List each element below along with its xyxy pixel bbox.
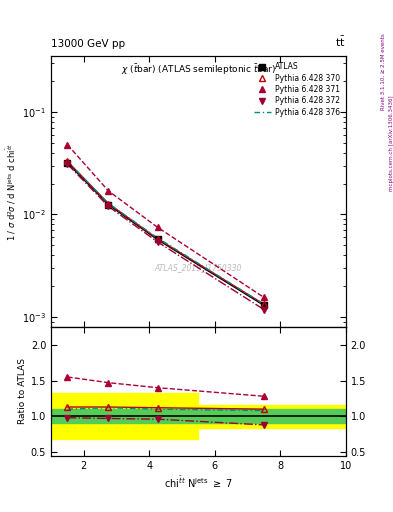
Pythia 6.428 372 — [262, 307, 266, 313]
Text: 13000 GeV pp: 13000 GeV pp — [51, 38, 125, 49]
Legend: ATLAS, Pythia 6.428 370, Pythia 6.428 371, Pythia 6.428 372, Pythia 6.428 376: ATLAS, Pythia 6.428 370, Pythia 6.428 37… — [252, 60, 342, 119]
X-axis label: chi$^{\bar{t}t}$ N$^{\rm jets}$ $\geq$ 7: chi$^{\bar{t}t}$ N$^{\rm jets}$ $\geq$ 7 — [164, 475, 233, 490]
Text: mcplots.cern.ch [arXiv:1306.3436]: mcplots.cern.ch [arXiv:1306.3436] — [389, 96, 393, 191]
Line: ATLAS: ATLAS — [64, 160, 267, 308]
Pythia 6.428 371 — [262, 294, 266, 301]
Pythia 6.428 371 — [65, 142, 70, 148]
ATLAS — [106, 202, 111, 208]
Pythia 6.428 370 — [65, 158, 70, 164]
Y-axis label: Ratio to ATLAS: Ratio to ATLAS — [18, 358, 27, 424]
Y-axis label: 1 / $\sigma$ d$^2\!\sigma$ / d N$^{\rm jets}$ d chi$^{\bar{t}t}$: 1 / $\sigma$ d$^2\!\sigma$ / d N$^{\rm j… — [4, 143, 18, 241]
Line: Pythia 6.428 370: Pythia 6.428 370 — [64, 158, 268, 308]
Text: ATLAS_2019_I1750330: ATLAS_2019_I1750330 — [155, 263, 242, 272]
Pythia 6.428 372 — [106, 203, 111, 209]
Pythia 6.428 376 — [65, 158, 70, 164]
Pythia 6.428 372 — [155, 239, 160, 245]
Text: $\chi$ ($\bar{t}$bar) (ATLAS semileptonic $\bar{t}$bar): $\chi$ ($\bar{t}$bar) (ATLAS semileptoni… — [121, 62, 276, 77]
ATLAS — [65, 160, 70, 166]
Pythia 6.428 376 — [106, 200, 111, 206]
Line: Pythia 6.428 371: Pythia 6.428 371 — [64, 141, 268, 301]
Pythia 6.428 371 — [106, 188, 111, 194]
Text: $\rm t\bar{t}$: $\rm t\bar{t}$ — [335, 34, 346, 49]
Line: Pythia 6.428 372: Pythia 6.428 372 — [64, 161, 268, 313]
ATLAS — [155, 237, 160, 243]
Pythia 6.428 370 — [106, 200, 111, 206]
Pythia 6.428 376 — [262, 301, 266, 307]
ATLAS — [262, 302, 266, 308]
Text: Rivet 3.1.10, ≥ 2.5M events: Rivet 3.1.10, ≥ 2.5M events — [381, 33, 386, 110]
Pythia 6.428 372 — [65, 161, 70, 167]
Pythia 6.428 370 — [155, 236, 160, 242]
Pythia 6.428 370 — [262, 301, 266, 307]
Pythia 6.428 376 — [155, 235, 160, 241]
Pythia 6.428 371 — [155, 224, 160, 230]
Line: Pythia 6.428 376: Pythia 6.428 376 — [68, 161, 264, 304]
